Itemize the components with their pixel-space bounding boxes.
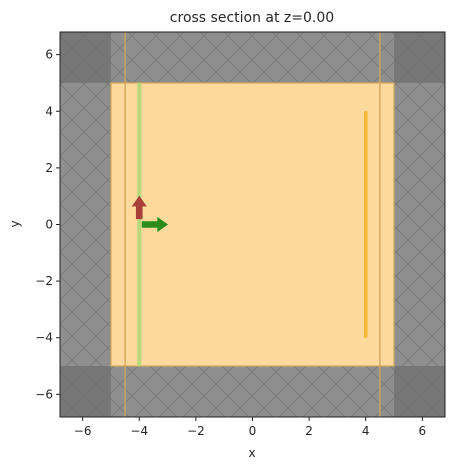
x-tick-label: 4 xyxy=(362,424,370,438)
x-tick-label: 2 xyxy=(305,424,313,438)
y-tick-label: 4 xyxy=(45,104,53,118)
y-tick-label: −2 xyxy=(35,274,53,288)
x-tick-label: −6 xyxy=(74,424,92,438)
x-tick-label: 6 xyxy=(419,424,427,438)
y-tick-label: 2 xyxy=(45,161,53,175)
x-tick-label: −2 xyxy=(187,424,205,438)
y-tick-label: −4 xyxy=(35,331,53,345)
x-tick-label: −4 xyxy=(130,424,148,438)
polarization-arrow xyxy=(131,195,147,220)
y-tick-label: 6 xyxy=(45,48,53,62)
y-axis-label: y xyxy=(8,220,22,227)
y-axis-ticks: −6 −4 −2 0 2 4 6 xyxy=(35,48,60,401)
x-tick-label: 0 xyxy=(249,424,257,438)
x-axis-ticks: −6 −4 −2 0 2 4 6 xyxy=(74,417,426,438)
direction-arrow xyxy=(141,216,169,233)
y-tick-label: 0 xyxy=(45,218,53,232)
simulation-region xyxy=(110,82,395,367)
x-axis-label: x xyxy=(248,446,255,460)
y-tick-label: −6 xyxy=(35,387,53,401)
chart-title: cross section at z=0.00 xyxy=(170,10,334,26)
plot-area xyxy=(60,32,445,417)
